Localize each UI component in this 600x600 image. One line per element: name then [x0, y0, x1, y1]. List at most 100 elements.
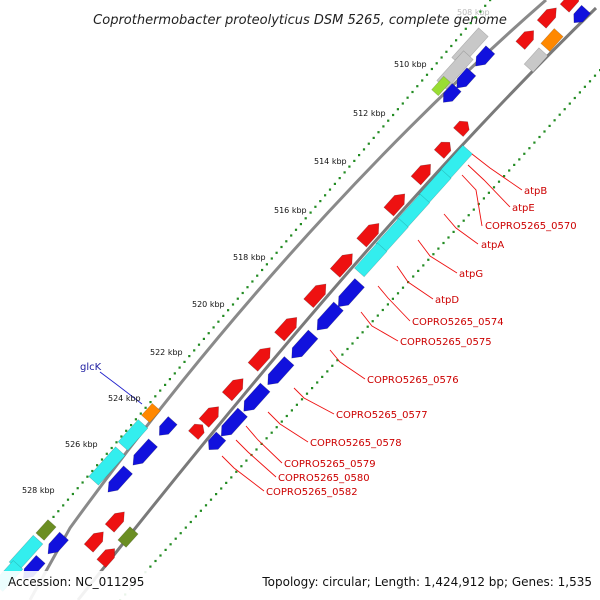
leader-line — [360, 311, 399, 342]
inner-scale-dot — [280, 420, 283, 423]
forward-cds-feature[interactable] — [433, 138, 454, 159]
outer-scale-dot — [392, 113, 395, 117]
outer-scale-dot — [445, 50, 448, 53]
inner-scale-dot — [265, 437, 268, 440]
inner-scale-dot — [371, 320, 374, 323]
reverse-cds-feature[interactable] — [263, 356, 295, 389]
outer-scale-dot — [207, 332, 210, 335]
forward-cds-feature[interactable] — [303, 280, 331, 309]
forward-cds-feature[interactable] — [188, 420, 207, 440]
reverse-cds-feature[interactable] — [104, 465, 133, 496]
inner-scale-dot — [230, 476, 233, 479]
forward-cds-feature[interactable] — [453, 117, 472, 137]
outer-scale-dot — [285, 240, 288, 243]
gene-label-atpG[interactable]: atpG — [459, 269, 483, 280]
outer-scale-dot — [372, 136, 375, 139]
outer-scale-dot — [168, 378, 171, 381]
inner-scale-dot — [462, 219, 465, 222]
reverse-cds-feature[interactable] — [155, 416, 178, 440]
inner-scale-dot — [174, 537, 177, 540]
inner-scale-dot — [240, 465, 243, 468]
forward-cds-feature[interactable] — [410, 160, 435, 186]
outer-scale-dot — [430, 67, 433, 71]
gene-label-glck[interactable]: glcK — [80, 362, 102, 373]
outer-scale-dot — [120, 435, 123, 438]
gene-label-copro5265-0577[interactable]: COPRO5265_0577 — [336, 410, 428, 421]
outer-scale-dot — [338, 177, 341, 180]
gene-label-atpE[interactable]: atpE — [512, 203, 535, 214]
olive-feature[interactable] — [117, 526, 139, 548]
rrna-like-feature[interactable] — [88, 446, 126, 486]
gray-feature[interactable] — [523, 47, 549, 73]
outer-scale-dot — [469, 22, 472, 25]
outer-scale-dot — [464, 27, 467, 30]
forward-cds-feature[interactable] — [198, 402, 223, 428]
gene-label-copro5265-0582[interactable]: COPRO5265_0582 — [266, 487, 358, 498]
reverse-cds-feature[interactable] — [239, 382, 271, 415]
reverse-cds-feature[interactable] — [287, 329, 319, 362]
gene-label-atpD[interactable]: atpD — [435, 295, 459, 306]
olive-feature[interactable] — [35, 519, 57, 541]
inner-scale-dot — [538, 135, 541, 139]
reverse-cds-feature[interactable] — [439, 83, 462, 107]
forward-cds-feature[interactable] — [536, 4, 561, 29]
outer-scale-dot — [343, 171, 346, 174]
gene-label-copro5265-0570[interactable]: COPRO5265_0570 — [485, 221, 577, 232]
outer-scale-dot — [236, 297, 239, 300]
inner-scale-dot — [270, 431, 273, 434]
gene-label-copro5265-0574[interactable]: COPRO5265_0574 — [412, 317, 504, 328]
leader-line — [235, 439, 277, 478]
orange-feature[interactable] — [141, 402, 161, 424]
forward-cds-feature[interactable] — [96, 545, 119, 568]
forward-cds-feature[interactable] — [515, 27, 538, 50]
reverse-cds-feature[interactable] — [44, 531, 69, 558]
inner-scale-dot — [553, 119, 556, 122]
forward-cds-feature[interactable] — [104, 508, 129, 533]
reverse-cds-feature[interactable] — [471, 45, 496, 70]
forward-cds-feature[interactable] — [221, 374, 248, 402]
inner-scale-dot — [497, 180, 501, 183]
forward-cds-feature[interactable] — [274, 313, 302, 342]
inner-scale-dot — [356, 336, 359, 339]
gene-label-copro5265-0580[interactable]: COPRO5265_0580 — [278, 473, 370, 484]
atp-operon-feature[interactable] — [354, 242, 388, 278]
reverse-cds-feature[interactable] — [216, 407, 248, 440]
reverse-cds-feature[interactable] — [452, 67, 477, 92]
scale-tick-labels: 510 kbp 512 kbp 514 kbp 516 kbp 518 kbp … — [22, 60, 427, 495]
outer-scale-dot — [435, 62, 438, 65]
outer-scale-dot — [202, 337, 205, 340]
gene-label-copro5265-0575[interactable]: COPRO5265_0575 — [400, 337, 492, 348]
forward-cds-feature[interactable] — [83, 528, 108, 553]
reverse-cds-feature[interactable] — [570, 4, 591, 26]
forward-cds-feature[interactable] — [247, 343, 275, 372]
gene-label-atpB[interactable]: atpB — [524, 186, 547, 197]
forward-cds-feature[interactable] — [329, 249, 357, 278]
reverse-cds-feature[interactable] — [204, 431, 227, 454]
forward-cds-feature[interactable] — [356, 219, 384, 248]
gene-label-copro5265-0576[interactable]: COPRO5265_0576 — [367, 375, 459, 386]
tick-label: 522 kbp — [150, 348, 183, 357]
outer-scale-dot — [100, 458, 104, 461]
outer-scale-dot — [241, 291, 244, 295]
gene-label-copro5265-0579[interactable]: COPRO5265_0579 — [284, 459, 376, 470]
forward-cds-feature[interactable] — [559, 0, 584, 13]
outer-scale-dot — [484, 4, 487, 7]
inner-scale-dot — [528, 147, 531, 150]
forward-cds-feature[interactable] — [383, 189, 410, 217]
inner-scale-dot — [518, 158, 521, 161]
inner-scale-dot — [381, 308, 384, 312]
outer-scale-dot — [358, 154, 361, 157]
reverse-cds-feature[interactable] — [312, 301, 344, 334]
rrna-like-feature[interactable] — [117, 419, 149, 451]
gene-label-copro5265-0578[interactable]: COPRO5265_0578 — [310, 438, 402, 449]
reverse-cds-feature[interactable] — [333, 278, 365, 311]
lime-feature[interactable] — [431, 75, 451, 97]
gene-label-atpA[interactable]: atpA — [481, 240, 504, 251]
leader-line — [221, 455, 265, 492]
reverse-cds-feature[interactable] — [129, 438, 158, 469]
inner-scale-dot — [467, 214, 470, 217]
outer-scale-dot — [81, 481, 84, 484]
genome-summary-text: Topology: circular; Length: 1,424,912 bp… — [261, 575, 592, 589]
orange-feature[interactable] — [540, 28, 564, 52]
outer-scale-dot — [105, 452, 108, 455]
